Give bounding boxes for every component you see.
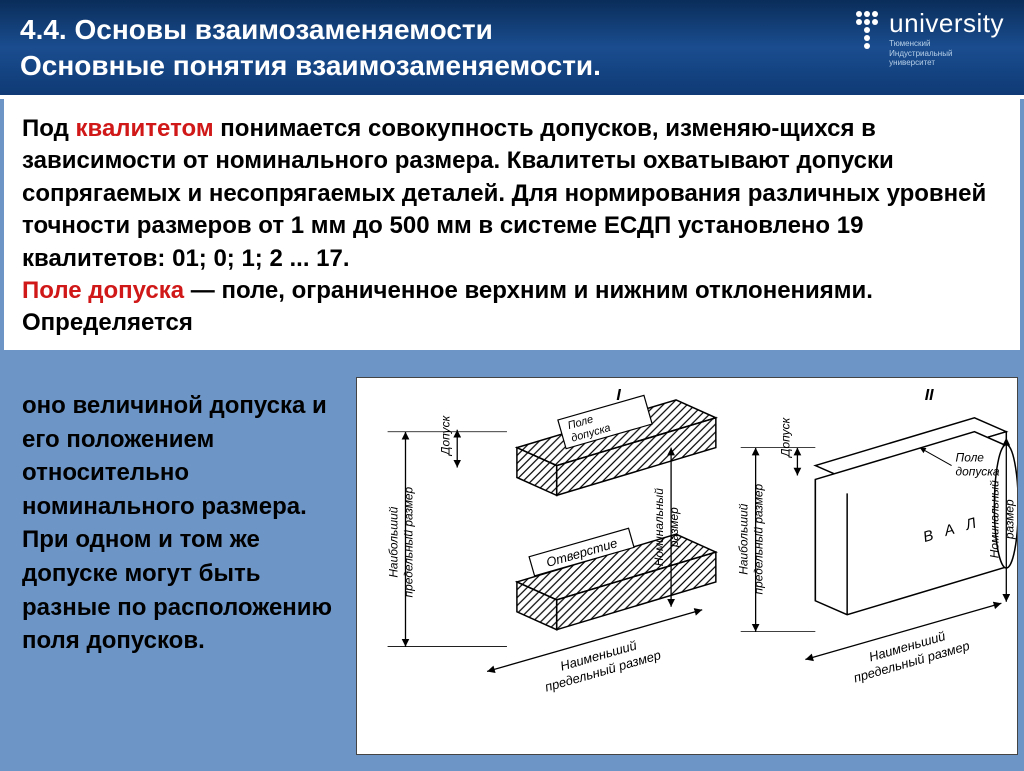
label-I: I xyxy=(616,387,621,404)
svg-text:размер: размер xyxy=(667,507,681,548)
main-paragraph-bottom: оно величиной допуска и его положением о… xyxy=(22,389,342,658)
svg-text:Наибольший: Наибольший xyxy=(737,503,751,574)
tolerance-diagram: I Поле допуска xyxy=(356,377,1018,755)
term-pole-dopuska: Поле допуска xyxy=(22,277,184,304)
para-pre: Под xyxy=(22,115,76,142)
svg-text:Номинальный: Номинальный xyxy=(987,480,1001,558)
svg-text:Номинальный: Номинальный xyxy=(652,488,666,566)
slide-content: Под квалитетом понимается совокупность д… xyxy=(0,99,1024,771)
diagram-group-I: I Поле допуска xyxy=(387,387,716,709)
label-dopusk-2: Допуск xyxy=(778,416,792,459)
logo-sub-1: Тюменский xyxy=(889,39,1004,49)
label-II: II xyxy=(925,387,934,404)
slide-header: 4.4. Основы взаимозаменяемости Основные … xyxy=(0,0,1024,95)
logo-sub-2: Индустриальный xyxy=(889,49,1004,59)
svg-text:предельный размер: предельный размер xyxy=(752,483,766,594)
main-paragraph-top: Под квалитетом понимается совокупность д… xyxy=(4,99,1020,350)
university-logo: university Тюменский Индустриальный унив… xyxy=(853,8,1004,68)
svg-text:Поле: Поле xyxy=(956,451,985,465)
svg-text:Наибольший: Наибольший xyxy=(387,506,401,577)
logo-sub-3: университет xyxy=(889,58,1004,68)
label-dopusk-1: Допуск xyxy=(438,414,452,457)
term-kvalitet: квалитетом xyxy=(76,115,214,142)
svg-text:допуска: допуска xyxy=(956,464,1000,478)
diagram-group-II: II В А Л Пол xyxy=(737,387,1017,697)
svg-text:предельный размер: предельный размер xyxy=(401,486,415,597)
logo-icon xyxy=(853,8,881,55)
svg-text:размер: размер xyxy=(1002,499,1016,540)
logo-university-text: university xyxy=(889,8,1004,39)
